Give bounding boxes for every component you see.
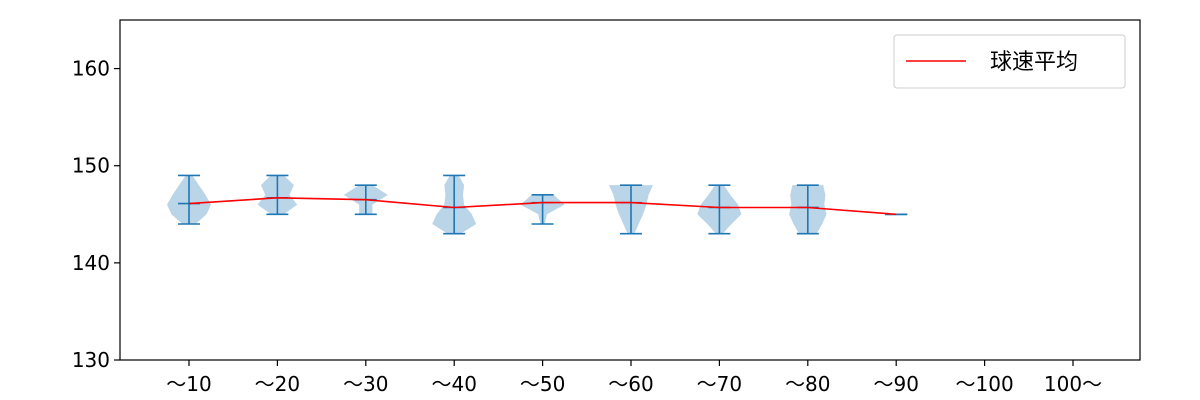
x-tick-label: ～60 xyxy=(608,372,653,396)
x-tick-label: ～20 xyxy=(255,372,300,396)
mean-layer xyxy=(188,196,897,216)
x-tick-label: ～100 xyxy=(956,372,1014,396)
x-tick-label: ～10 xyxy=(166,372,211,396)
y-tick-label: 160 xyxy=(72,57,110,81)
y-tick-label: 140 xyxy=(72,251,110,275)
x-tick-label: ～80 xyxy=(785,372,830,396)
x-tick-label: ～70 xyxy=(697,372,742,396)
x-tick-label: ～50 xyxy=(520,372,565,396)
violin-7 xyxy=(697,184,742,235)
y-tick-label: 150 xyxy=(72,154,110,178)
violins-layer xyxy=(167,174,908,235)
plot-frame xyxy=(119,19,1141,361)
x-tick-label: ～40 xyxy=(431,372,476,396)
x-tick-label: 100～ xyxy=(1044,372,1102,396)
y-tick-label: 130 xyxy=(72,348,110,372)
x-tick-label: ～30 xyxy=(343,372,388,396)
x-tick-label: ～90 xyxy=(873,372,918,396)
legend: 球速平均 xyxy=(893,34,1126,89)
violin-4 xyxy=(432,174,477,235)
axes-layer: 130 140 150 160 ～10 ～20 ～30 ～40 ～50 ～60 ～70 ～80 ～90 ～… xyxy=(72,57,1102,396)
legend-label: 球速平均 xyxy=(990,50,1078,75)
mean-velocity-line xyxy=(188,196,897,216)
legend-box xyxy=(893,34,1126,89)
